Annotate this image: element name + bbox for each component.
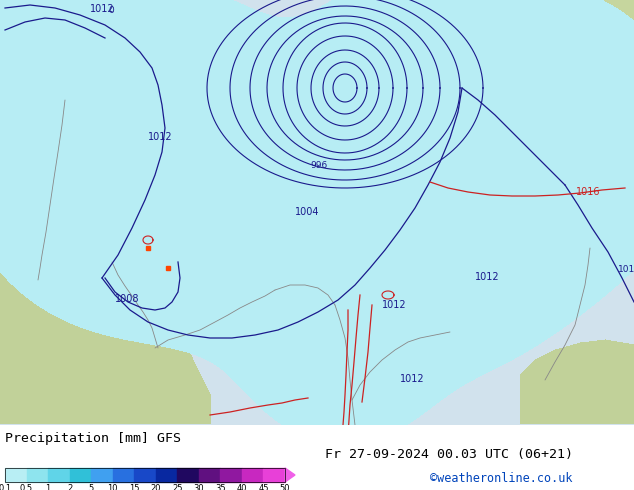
Bar (27, 468, 48, 482)
Bar (242, 468, 264, 482)
Text: 2: 2 (67, 484, 72, 490)
Bar (199, 468, 221, 482)
Bar (113, 468, 134, 482)
Text: 5: 5 (89, 484, 94, 490)
Text: 20: 20 (150, 484, 161, 490)
Text: 50: 50 (280, 484, 290, 490)
Text: 0.5: 0.5 (20, 484, 33, 490)
Text: 45: 45 (258, 484, 269, 490)
Text: 1008: 1008 (115, 294, 139, 304)
Text: 996: 996 (310, 161, 327, 170)
Bar (134, 468, 156, 482)
Bar (48, 468, 70, 482)
Text: 0: 0 (108, 6, 113, 15)
Text: 15: 15 (129, 484, 139, 490)
Text: 1016: 1016 (576, 187, 600, 197)
Text: ©weatheronline.co.uk: ©weatheronline.co.uk (430, 472, 573, 485)
Text: 1012: 1012 (148, 132, 172, 142)
Text: 1012: 1012 (90, 4, 115, 14)
Bar (70, 468, 91, 482)
Text: 1012: 1012 (618, 265, 634, 274)
Bar (221, 468, 242, 482)
Text: 25: 25 (172, 484, 183, 490)
Polygon shape (285, 468, 295, 482)
Text: 35: 35 (215, 484, 226, 490)
Text: 30: 30 (193, 484, 204, 490)
Text: 0.1: 0.1 (0, 484, 11, 490)
Text: 1012: 1012 (382, 300, 406, 310)
Text: 40: 40 (236, 484, 247, 490)
Bar (91, 468, 113, 482)
Text: 1: 1 (46, 484, 51, 490)
Bar (264, 468, 285, 482)
Text: Fr 27-09-2024 00.03 UTC (06+21): Fr 27-09-2024 00.03 UTC (06+21) (325, 448, 573, 461)
Text: Precipitation [mm] GFS: Precipitation [mm] GFS (5, 432, 181, 445)
Bar (156, 468, 178, 482)
Bar (178, 468, 199, 482)
Text: 1004: 1004 (295, 207, 320, 217)
Bar (5, 468, 27, 482)
Text: 1012: 1012 (400, 374, 425, 384)
Text: 1012: 1012 (475, 272, 500, 282)
Text: 10: 10 (107, 484, 118, 490)
Bar (5, 468, 285, 482)
